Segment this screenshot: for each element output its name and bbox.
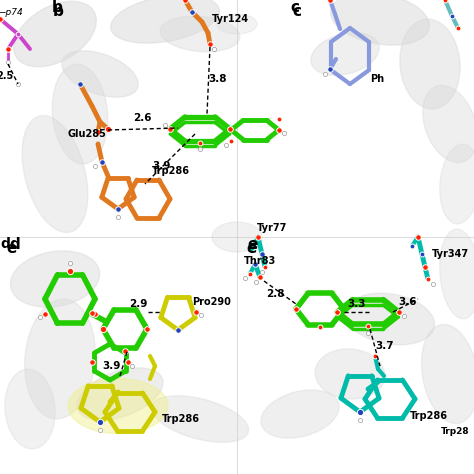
Ellipse shape — [400, 19, 460, 109]
Text: 2.8: 2.8 — [266, 289, 284, 299]
Text: Pro290: Pro290 — [192, 297, 231, 307]
Ellipse shape — [62, 51, 138, 97]
Ellipse shape — [77, 368, 163, 420]
Ellipse shape — [111, 0, 219, 43]
Text: 2.9: 2.9 — [129, 299, 147, 309]
Text: b: b — [52, 0, 63, 15]
Text: Trp286: Trp286 — [162, 414, 200, 424]
Ellipse shape — [151, 396, 248, 442]
Ellipse shape — [217, 14, 257, 34]
Ellipse shape — [14, 1, 96, 67]
Text: −p74: −p74 — [0, 8, 23, 17]
Ellipse shape — [5, 369, 55, 449]
Text: 3.3: 3.3 — [348, 299, 366, 309]
Ellipse shape — [440, 144, 474, 224]
Ellipse shape — [261, 390, 339, 438]
Ellipse shape — [423, 85, 474, 163]
Text: 3.9: 3.9 — [153, 161, 171, 171]
Ellipse shape — [25, 299, 95, 419]
Ellipse shape — [440, 229, 474, 319]
Text: d: d — [9, 237, 20, 252]
Text: Trp286: Trp286 — [152, 166, 190, 176]
Text: 3.6: 3.6 — [399, 297, 417, 307]
Text: c: c — [291, 0, 300, 15]
Ellipse shape — [346, 293, 435, 345]
Text: 2.6: 2.6 — [133, 113, 151, 123]
Text: c: c — [292, 4, 301, 19]
Ellipse shape — [68, 379, 168, 434]
Text: 3.8: 3.8 — [209, 74, 227, 84]
Text: Thr83: Thr83 — [244, 256, 276, 266]
Text: Tyr77: Tyr77 — [257, 223, 287, 233]
Text: 3.9: 3.9 — [103, 361, 121, 371]
Ellipse shape — [52, 64, 108, 164]
Text: Tyr347: Tyr347 — [432, 249, 469, 259]
Text: 2.5: 2.5 — [0, 71, 14, 81]
Text: b: b — [53, 4, 64, 19]
Ellipse shape — [22, 116, 88, 232]
Ellipse shape — [421, 325, 474, 423]
Ellipse shape — [315, 349, 385, 399]
Ellipse shape — [311, 33, 379, 75]
Text: 3.7: 3.7 — [376, 341, 394, 351]
Text: Trp28: Trp28 — [441, 428, 470, 437]
Ellipse shape — [10, 251, 100, 307]
Text: Ph: Ph — [370, 74, 384, 84]
Ellipse shape — [160, 16, 240, 52]
Ellipse shape — [330, 0, 429, 45]
Text: Tyr124: Tyr124 — [212, 14, 249, 24]
Text: e: e — [248, 237, 258, 252]
Text: Trp286: Trp286 — [410, 411, 448, 421]
Text: d: d — [0, 237, 10, 251]
Text: e: e — [7, 241, 17, 256]
Ellipse shape — [212, 222, 262, 252]
Text: Glu285: Glu285 — [68, 129, 107, 139]
Text: e: e — [247, 241, 257, 256]
